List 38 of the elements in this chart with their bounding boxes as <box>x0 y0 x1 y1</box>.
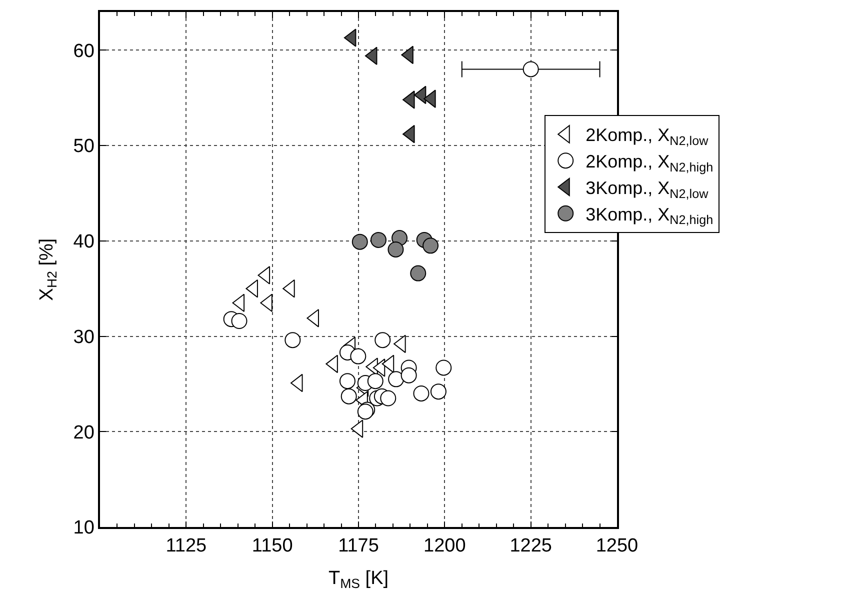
legend-label: 2Komp., X$_{N2,high}$ <box>586 152 714 174</box>
point <box>413 385 430 402</box>
legend-label: 3Komp., X$_{N2,high}$ <box>586 204 714 228</box>
x-tick-label: 1150 <box>252 536 293 557</box>
y-tick-label: 60 <box>73 40 94 62</box>
point <box>367 373 384 390</box>
x-tick-label: 1225 <box>510 536 552 557</box>
y-tick-label: 10 <box>73 518 94 539</box>
point <box>400 367 417 384</box>
y-tick-label: 30 <box>73 326 94 348</box>
x-tick-label: 1250 <box>596 536 638 557</box>
point <box>388 371 404 388</box>
legend-label: 2Komp., X$_{N2,low}$ <box>586 125 710 148</box>
point <box>430 384 446 400</box>
point <box>380 390 396 406</box>
point <box>352 234 368 250</box>
point <box>388 241 404 258</box>
point <box>374 332 391 348</box>
point <box>436 360 452 376</box>
point <box>258 266 270 284</box>
y-tick-label: 50 <box>73 136 94 158</box>
point <box>410 265 426 282</box>
point <box>339 373 356 390</box>
point <box>370 232 386 248</box>
point <box>522 61 539 78</box>
x-tick-label: 1175 <box>338 536 379 557</box>
x-tick-label: 1200 <box>424 536 466 557</box>
y-tick-label: 20 <box>73 422 94 444</box>
y-tick-label: 40 <box>73 232 94 253</box>
point <box>340 388 357 404</box>
point <box>344 28 356 47</box>
point <box>422 238 439 254</box>
point <box>350 420 364 438</box>
point <box>372 358 386 377</box>
x-axis-title: T$_{MS}$ [K] <box>328 568 389 591</box>
x-tick-label: 1125 <box>166 536 207 557</box>
legend-label: 3Komp., X$_{N2,low}$ <box>586 178 710 201</box>
point <box>350 348 366 364</box>
